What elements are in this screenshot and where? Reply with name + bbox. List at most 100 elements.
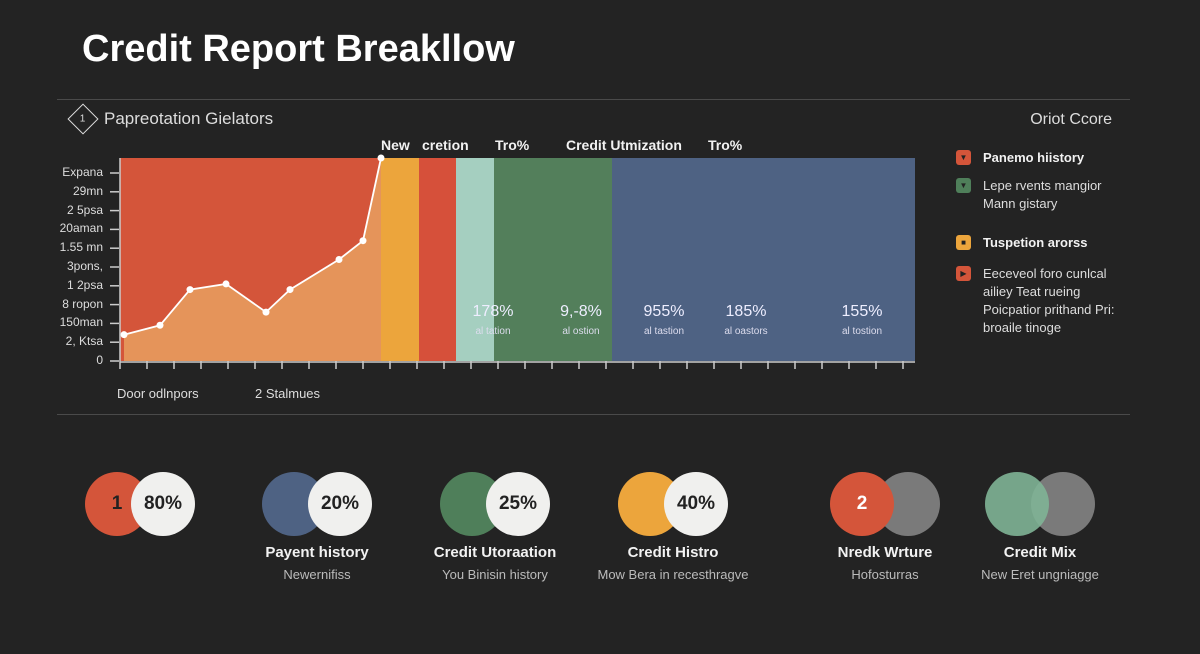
factor-card: Credit Mix New Eret ungniagge [945, 470, 1135, 582]
legend-line: broaile tinoge [983, 320, 1062, 335]
y-tick-label: 20aman [59, 221, 103, 236]
color-circle [985, 472, 1049, 536]
venn-circles: 40% [618, 470, 728, 538]
band-label: Credit Utmization [566, 137, 682, 153]
factor-name: Credit Mix [1003, 544, 1077, 561]
band [456, 158, 494, 361]
legend-item: ▼ Panemo hiistory [956, 149, 1084, 167]
annotation-value: 9,-8% [560, 303, 602, 320]
factor-card: 2 Nredk Wrture Hofosturras [790, 470, 980, 582]
annotation-value: 155% [842, 303, 883, 320]
chevron-down-icon: ▼ [956, 150, 971, 165]
color-circle: 2 [830, 472, 894, 536]
venn-circles: 2 [830, 470, 940, 538]
percent-value: 20% [320, 493, 360, 514]
data-point [156, 321, 164, 329]
factor-name: Nredk Wrture [837, 544, 933, 561]
data-point [120, 331, 128, 339]
factor-card: 25% Credit Utoraation You Binisin histor… [400, 470, 590, 582]
legend-item: ■ Tuspetion arorss [956, 234, 1088, 252]
chevron-down-icon: ▼ [956, 178, 971, 193]
band-label: New [381, 137, 410, 153]
legend-line: Poicpatior prithand Pri: [983, 302, 1115, 317]
data-point [359, 237, 367, 245]
annotation-value: 955% [644, 303, 685, 320]
data-point [335, 256, 343, 263]
legend-title: Tuspetion arorss [983, 235, 1088, 250]
annotation-sub: al tostion [842, 326, 882, 337]
data-point [286, 286, 294, 294]
x-label: 2 Stalmues [255, 386, 321, 401]
y-tick-label: 8 ropon [62, 296, 103, 311]
percent-value: 80% [143, 493, 183, 514]
annotation-sub: al tastion [644, 326, 684, 337]
legend-item: ▶ Eeceveol foro cunlcal ailiey Teat ruein… [956, 265, 1115, 337]
data-point [377, 154, 385, 162]
factor-desc: New Eret ungniagge [981, 567, 1099, 582]
divider [57, 99, 1130, 100]
band [494, 158, 612, 361]
y-tick-label: 29mn [72, 183, 103, 198]
chart-subtitle: 1 Papreotation Gielators [67, 103, 274, 135]
factor-desc: Mow Bera in recesthragve [597, 567, 749, 582]
data-point [262, 308, 270, 316]
factor-desc: You Binisin history [442, 567, 548, 582]
factor-name: Credit Histro [627, 544, 719, 561]
data-point [186, 286, 194, 294]
legend-line: Mann gistary [983, 196, 1058, 211]
y-tick-label: 2 5psa [66, 202, 103, 217]
percent-circle: 40% [664, 472, 728, 536]
play-icon: ▶ [956, 266, 971, 281]
factor-desc: Hofosturras [851, 567, 919, 582]
y-tick-label: 3pons, [66, 259, 103, 273]
percent-value: 25% [498, 493, 538, 514]
percent-circle: 20% [308, 472, 372, 536]
factor-name: Credit Utoraation [433, 544, 557, 561]
data-point [222, 280, 230, 288]
divider [57, 414, 1130, 415]
factor-name: Payent history [265, 544, 369, 561]
percent-circle: 25% [486, 472, 550, 536]
percent-circle: 80% [131, 472, 195, 536]
factor-card: 40% Credit Histro Mow Bera in recesthrag… [578, 470, 768, 582]
rank-value: 2 [856, 493, 868, 514]
annotation-value: 178% [473, 303, 514, 320]
band-label: Tro% [708, 137, 743, 153]
y-tick-label: 1.55 mn [59, 240, 103, 255]
factor-card: 20% Payent history Newernifiss [222, 470, 412, 582]
subtitle-text: Papreotation Gielators [104, 109, 274, 128]
rank-value: 1 [111, 493, 123, 514]
annotation-sub: al ostion [562, 326, 599, 337]
band [612, 158, 915, 361]
venn-circles: 25% [440, 470, 550, 538]
factor-card: 1 80% [45, 470, 235, 544]
venn-circles: 1 80% [85, 470, 195, 538]
y-tick-label: 150man [59, 315, 103, 330]
chart-svg: 178% al tation 9,-8% al ostion 955% al tastio… [110, 154, 915, 369]
venn-circles: 20% [262, 470, 372, 538]
factor-desc: Newernifiss [283, 567, 351, 582]
annotation-sub: al tation [475, 326, 510, 337]
annotation-value: 185% [726, 303, 767, 320]
legend-title: Panemo hiistory [983, 150, 1085, 165]
page-title: Credit Report Breakllow [82, 28, 515, 70]
square-icon: ■ [956, 235, 971, 250]
score-label: Oriot Ccore [1030, 111, 1112, 128]
legend-line: ailiey Teat rueing [983, 284, 1081, 299]
y-tick-label: 0 [96, 353, 103, 367]
y-tick-label: Expana [62, 165, 103, 179]
band [381, 158, 419, 361]
y-tick-label: 2, Ktsa [65, 334, 103, 349]
band [419, 158, 456, 361]
x-label: Door odlnpors [117, 386, 199, 401]
area-fill [124, 158, 381, 361]
band-label: cretion [422, 137, 469, 153]
legend-item: ▼ Lepe rvents mangior Mann gistary [956, 177, 1102, 213]
legend-line: Lepe rvents mangior [983, 178, 1102, 193]
percent-value: 40% [676, 493, 716, 514]
venn-circles [985, 470, 1095, 538]
band-label: Tro% [495, 137, 530, 153]
legend-line: Eeceveol foro cunlcal [983, 266, 1107, 281]
annotation-sub: al oastors [724, 326, 767, 337]
y-tick-label: 1 2psa [66, 277, 103, 292]
